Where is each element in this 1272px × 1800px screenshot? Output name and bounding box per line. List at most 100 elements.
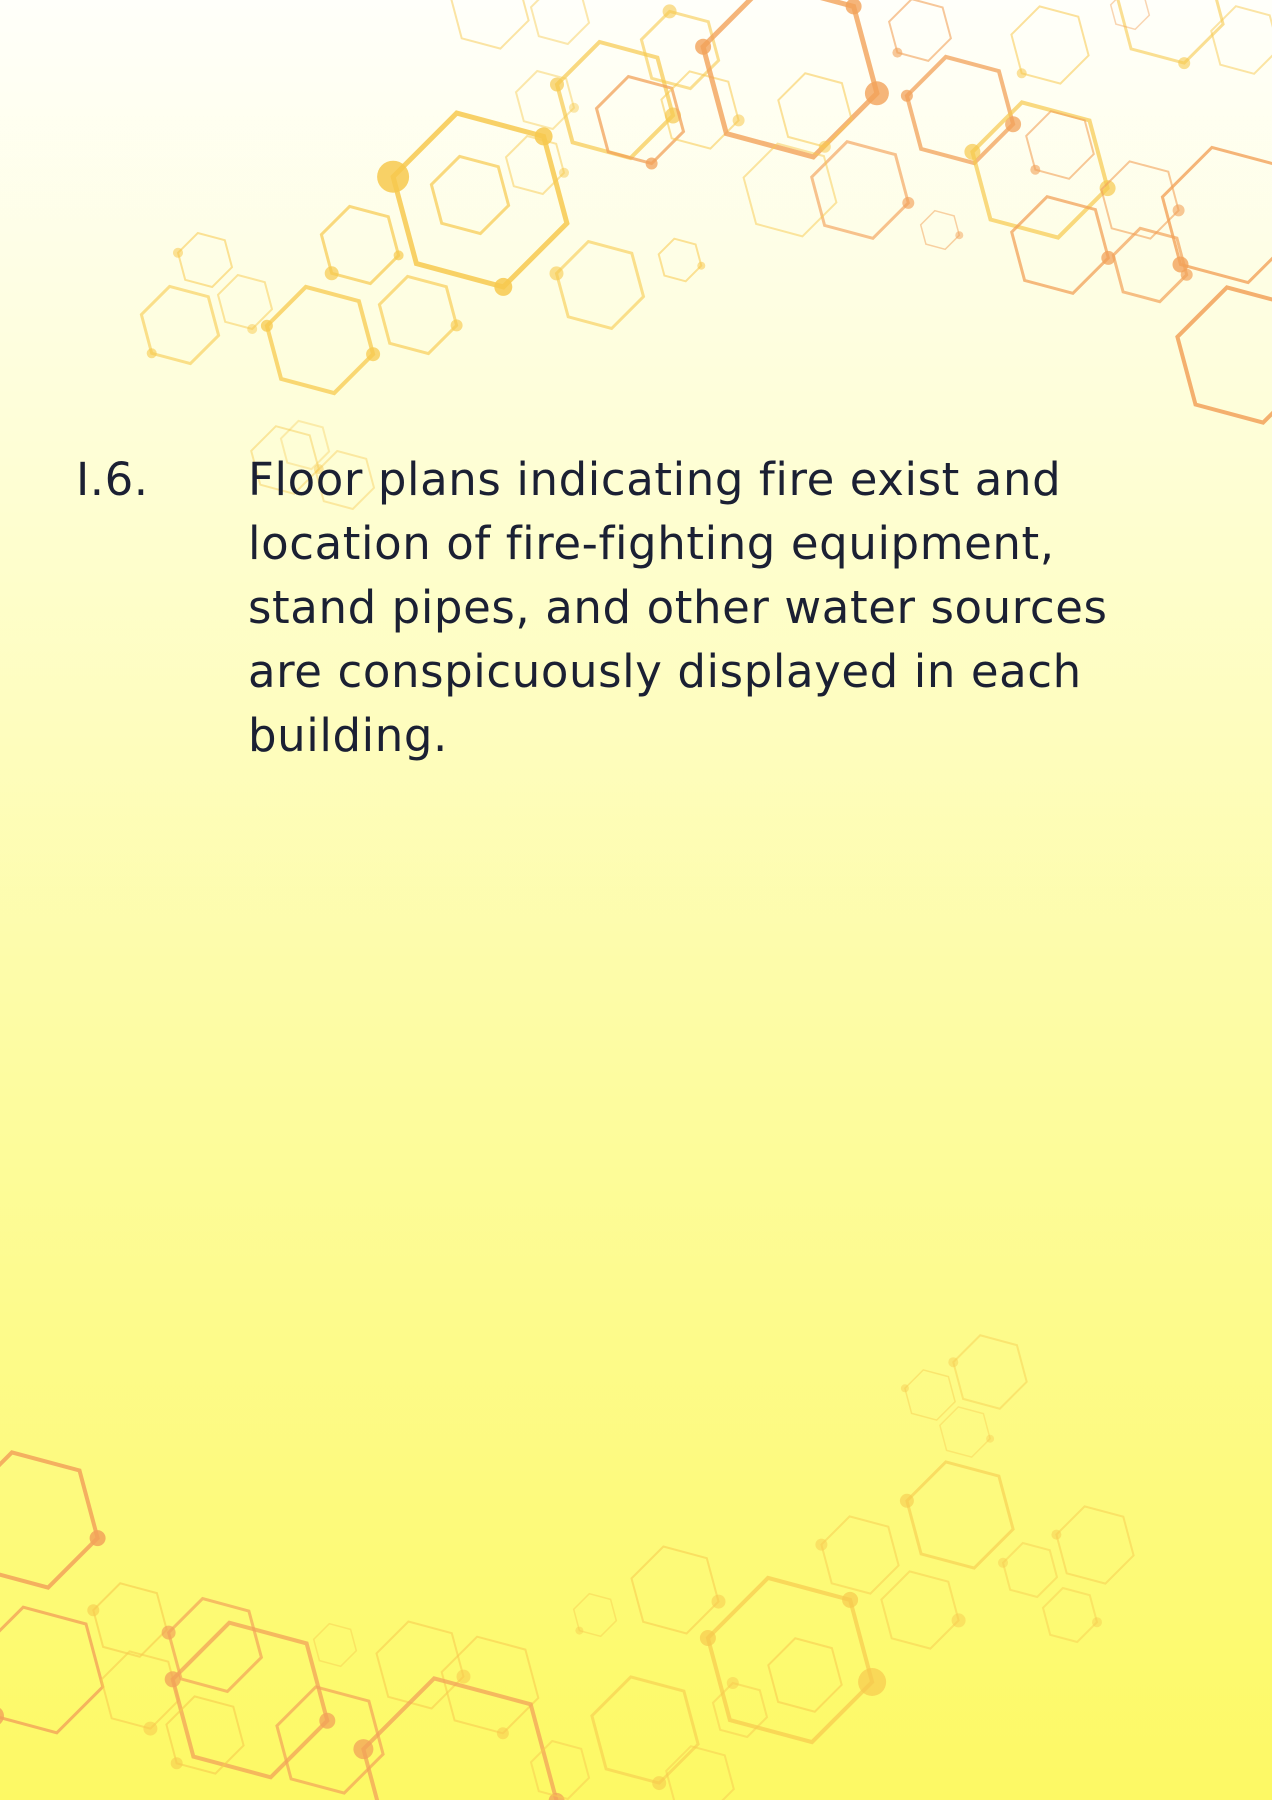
hexagon-shape — [375, 1620, 465, 1710]
hexagon-shape — [657, 237, 703, 283]
hexagon-shape — [1210, 5, 1272, 75]
hexagon-node-dot — [1051, 1529, 1062, 1540]
hexagon-node-dot — [726, 1677, 739, 1689]
hexagon-shape — [711, 1681, 769, 1739]
hexagon-node-dot — [1030, 164, 1041, 175]
hexagon-node-dot — [494, 277, 513, 296]
hexagon-shape — [887, 0, 953, 63]
hexagon-node-dot — [549, 266, 564, 281]
hexagon-shape — [810, 140, 910, 240]
hexagon-shape — [767, 1637, 843, 1713]
hexagon-node-dot — [858, 1668, 887, 1696]
hexagon-shape — [952, 1334, 1028, 1410]
hexagon-shape — [1109, 0, 1151, 31]
hexagon-node-dot — [699, 1630, 716, 1646]
hexagon-node-dot — [900, 1384, 909, 1393]
hexagon-node-dot — [986, 1434, 995, 1443]
hexagon-shape — [630, 1545, 720, 1635]
hexagon-shape — [1160, 145, 1272, 285]
hexagon-node-dot — [559, 167, 569, 178]
hexagon-shape — [314, 449, 376, 511]
hexagon-shape — [429, 154, 511, 236]
item-text: Floor plans indicating fire exist and lo… — [248, 453, 1108, 762]
hexagon-shape — [777, 72, 853, 148]
hexagon-node-dot — [652, 1776, 667, 1791]
hexagon-node-dot — [319, 1712, 336, 1729]
hexagon-shape — [275, 1685, 385, 1795]
hexagon-shape — [0, 1450, 100, 1590]
hexagon-node-dot — [575, 1626, 584, 1635]
hexagon-node-dot — [247, 324, 258, 334]
hexagon-shape — [700, 0, 880, 160]
hexagon-node-dot — [569, 102, 579, 113]
hexagon-node-dot — [964, 143, 981, 160]
hexagon-node-dot — [1092, 1617, 1102, 1628]
hexagon-node-dot — [815, 1538, 828, 1551]
hexagon-node-dot — [695, 38, 712, 55]
hexagon-node-dot — [645, 157, 658, 170]
hexagon-node-dot — [711, 1594, 726, 1609]
hexagon-node-dot — [1172, 204, 1185, 217]
hexagon-node-dot — [173, 247, 183, 258]
hexagon-shape — [377, 274, 459, 356]
hexagon-shape — [572, 1592, 618, 1638]
hexagon-shape — [919, 209, 961, 251]
hexagon-node-dot — [998, 1557, 1008, 1568]
hexagon-node-dot — [900, 89, 913, 102]
hexagon-shape — [361, 1676, 559, 1800]
hexagon-shape — [665, 1745, 735, 1800]
hexagon-node-dot — [496, 1727, 509, 1740]
hexagon-shape — [554, 239, 646, 331]
hexagon-node-dot — [260, 319, 273, 332]
hexagon-shape — [554, 39, 676, 161]
hexagon-node-dot — [164, 1671, 181, 1688]
hexagon-shape — [100, 1650, 180, 1730]
hexagon-shape — [820, 1515, 900, 1595]
hexagon-shape — [590, 1675, 700, 1785]
hexagon-shape — [166, 1596, 264, 1694]
hexagon-shape — [1010, 5, 1090, 85]
hexagon-shape — [529, 1739, 591, 1800]
hexagon-shape — [514, 69, 576, 131]
hexagon-shape — [139, 284, 221, 366]
hexagon-node-dot — [948, 1357, 959, 1368]
hexagon-shape — [939, 1406, 991, 1458]
checklist-item: I.6. Floor plans indicating fire exist a… — [76, 448, 1196, 768]
hexagon-node-dot — [393, 250, 404, 261]
hexagon-node-dot — [87, 1604, 100, 1617]
hexagon-node-dot — [1099, 180, 1116, 197]
hexagon-node-dot — [902, 196, 915, 209]
hexagon-node-dot — [662, 4, 677, 19]
hexagon-shape — [319, 204, 401, 286]
hexagon-node-dot — [1005, 116, 1022, 133]
hexagon-shape — [742, 142, 838, 238]
hexagon-node-dot — [842, 1591, 859, 1608]
hexagon-node-dot — [161, 1625, 176, 1640]
hexagon-shape — [1010, 195, 1110, 295]
hexagon-shape — [504, 134, 566, 196]
hexagon-node-dot — [818, 140, 831, 153]
hexagon-node-dot — [377, 160, 410, 193]
hexagon-shape — [529, 0, 591, 46]
hexagon-shape — [165, 1695, 245, 1775]
hexagon-shape — [450, 0, 530, 50]
hexagon-node-dot — [951, 1613, 966, 1628]
hexagon-shape — [264, 284, 376, 396]
hexagon-shape — [1001, 1541, 1059, 1599]
hexagon-shape — [1116, 0, 1225, 65]
hexagon-node-dot — [450, 319, 463, 332]
hexagon-node-dot — [366, 347, 381, 362]
hexagon-shape — [660, 70, 740, 150]
hexagon-node-dot — [1016, 68, 1027, 79]
hexagon-node-dot — [313, 464, 324, 475]
hexagon-node-dot — [89, 1530, 106, 1547]
hexagon-shape — [1041, 1586, 1099, 1644]
hexagon-node-dot — [892, 47, 903, 58]
hexagon-shape — [880, 1570, 960, 1650]
hexagon-node-dot — [697, 261, 706, 270]
hexagon-shape — [1100, 160, 1180, 240]
hexagon-node-dot — [170, 1757, 183, 1770]
item-number: I.6. — [76, 453, 149, 506]
hexagon-node-dot — [550, 77, 564, 92]
